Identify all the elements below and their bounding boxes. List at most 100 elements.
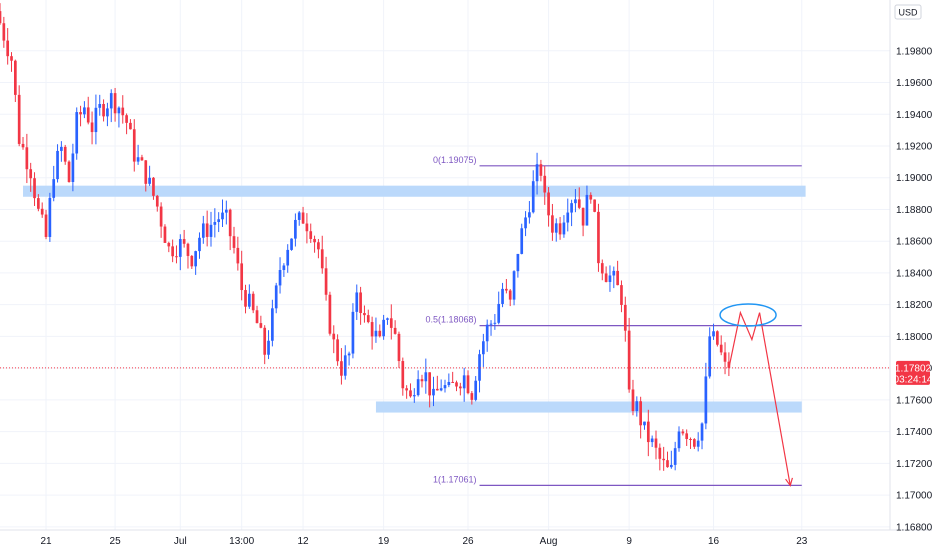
candle-body [524, 217, 527, 229]
candle-body [520, 228, 524, 254]
candle-body [585, 194, 589, 226]
candle-body [286, 249, 290, 266]
currency-label[interactable]: USD [894, 4, 922, 20]
candle-body [439, 388, 443, 391]
candle-body [136, 157, 140, 162]
y-tick-label: 1.17000 [896, 491, 932, 502]
candle-body [290, 238, 293, 250]
candle-body [700, 423, 704, 441]
price-axis[interactable]: 1.16800 1.17000 1.17200 1.17400 1.17600 1.178… [896, 46, 932, 533]
candle-body [129, 122, 132, 130]
candle-body [190, 255, 194, 267]
candle-body [459, 386, 462, 389]
x-tick-label: 19 [378, 536, 390, 547]
candle-body [109, 93, 113, 109]
candle-body [420, 379, 424, 382]
highlight-ellipse[interactable] [719, 303, 777, 327]
candle-body [343, 355, 347, 376]
candle-body [121, 107, 125, 116]
candle-body [37, 198, 40, 209]
candle-body [163, 226, 167, 243]
x-tick-label: 21 [40, 536, 52, 547]
candle-body [113, 93, 117, 114]
y-tick-label: 1.18000 [896, 332, 932, 343]
candle-body [60, 146, 63, 151]
candle-body [378, 330, 382, 337]
y-tick-label: 1.17200 [896, 459, 932, 470]
projection-line[interactable] [728, 310, 791, 486]
candle-body [56, 150, 59, 180]
candle-body [98, 103, 102, 108]
candle-body [79, 112, 82, 115]
candle-body [194, 251, 197, 267]
candle-body [259, 323, 263, 328]
fib-level-label: 0(1.19075) [433, 155, 477, 165]
candle-body [570, 203, 573, 213]
y-tick-label: 1.19200 [896, 141, 932, 152]
time-axis[interactable]: 21 25 Jul 13:00 12 19 26 Aug 9 16 23 [40, 536, 807, 547]
candle-body [251, 293, 255, 311]
y-tick-label: 1.18800 [896, 205, 932, 216]
candle-body [708, 336, 712, 377]
fibonacci-retracement[interactable]: 0(1.19075) 0.5(1.18068) 1(1.17061) [425, 155, 802, 487]
candle-body [616, 270, 619, 286]
y-tick-label: 1.19800 [896, 46, 932, 57]
candle-body [681, 431, 685, 434]
candle-body [144, 160, 148, 184]
candle-body [274, 285, 278, 309]
grid-lines [0, 0, 890, 530]
candle-body [67, 161, 71, 183]
candle-body [21, 143, 25, 148]
candle-body [336, 339, 339, 362]
candle-body [29, 169, 33, 179]
candle-body [593, 199, 596, 212]
candle-body [152, 177, 155, 196]
candle-body [48, 197, 52, 237]
candle-body [86, 107, 90, 123]
price-badge: 1.17802 03:24:14 [894, 360, 932, 385]
candle-body [6, 40, 10, 57]
candle-body [393, 327, 397, 334]
candle-body [209, 224, 213, 237]
candle-body [17, 94, 21, 144]
candle-body [155, 195, 159, 207]
candle-body [40, 208, 44, 215]
candle-body [654, 438, 658, 448]
candle-body [236, 247, 240, 264]
sr-zone[interactable] [23, 185, 806, 197]
candle-body [63, 146, 67, 162]
candle-body [370, 322, 374, 337]
support-resistance-zones[interactable] [23, 185, 806, 413]
x-tick-label: 23 [796, 536, 808, 547]
candle-body [232, 236, 236, 248]
candle-body [309, 231, 313, 239]
x-tick-label: 16 [708, 536, 720, 547]
candle-body [462, 375, 466, 389]
candle-body [25, 147, 29, 170]
x-tick-label: 13:00 [229, 536, 254, 547]
candle-body [501, 288, 504, 304]
y-tick-label: 1.19000 [896, 173, 932, 184]
candle-body [106, 108, 109, 117]
candle-body [497, 303, 501, 323]
y-tick-label: 1.17400 [896, 427, 932, 438]
price-badge-countdown: 03:24:14 [894, 374, 932, 385]
y-tick-label: 1.19600 [896, 78, 932, 89]
candle-body [447, 381, 451, 386]
candle-body [351, 311, 355, 354]
x-tick-label: Jul [174, 536, 187, 547]
candle-body [416, 379, 420, 396]
y-tick-label: 1.16800 [896, 522, 932, 533]
candle-body [405, 388, 408, 391]
candle-body [558, 223, 562, 235]
projection-path[interactable] [728, 310, 794, 487]
candle-body [301, 212, 305, 224]
candle-body [428, 372, 431, 396]
candle-body [10, 56, 13, 61]
candle-body [305, 223, 309, 232]
sr-zone[interactable] [375, 401, 802, 413]
candle-body [489, 323, 493, 325]
projection-arrowhead [785, 477, 794, 487]
candle-body [148, 177, 151, 184]
